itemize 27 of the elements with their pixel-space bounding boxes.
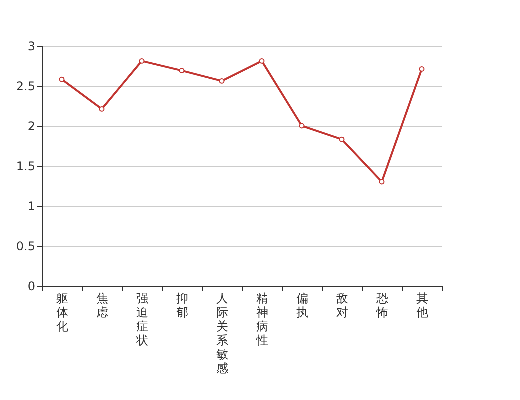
x-tick-label: 恐怖	[376, 292, 388, 320]
point	[379, 179, 385, 185]
point	[419, 66, 425, 72]
point	[339, 136, 345, 142]
x-tick-label: 抑郁	[176, 292, 188, 320]
point	[99, 106, 105, 112]
x-tick-label: 人际关系敏感	[216, 292, 228, 376]
point	[179, 68, 185, 74]
x-tick-label: 躯体化	[56, 292, 68, 334]
y-tick-label: 0	[28, 280, 36, 294]
y-tick-label: 2	[28, 120, 36, 134]
point	[259, 58, 265, 64]
y-tick-label: 3	[28, 40, 36, 54]
x-tick-label: 精神病性	[256, 292, 268, 348]
x-tick-label: 其他	[416, 292, 428, 320]
y-tick-label: 0.5	[16, 240, 36, 254]
x-tick-label: 偏执	[296, 292, 308, 320]
point	[59, 76, 65, 82]
y-tick-label: 1.5	[16, 160, 36, 174]
y-tick-label: 1	[28, 200, 36, 214]
y-tick-label: 2.5	[16, 80, 36, 94]
point	[219, 78, 225, 84]
point	[299, 123, 305, 129]
x-tick-label: 敌对	[336, 292, 348, 320]
x-tick-label: 强迫症状	[136, 292, 148, 348]
x-tick-label: 焦虑	[96, 292, 108, 320]
point	[139, 58, 145, 64]
